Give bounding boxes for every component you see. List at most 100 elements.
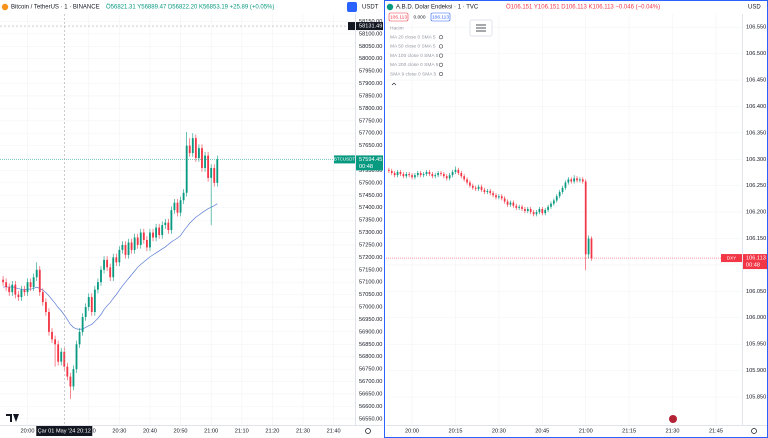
candle-body xyxy=(72,369,75,387)
candle-body xyxy=(35,269,38,278)
candle-body xyxy=(495,195,497,198)
y-tick-label: 105.900 xyxy=(746,368,766,374)
candle-body xyxy=(396,171,399,176)
candle-body xyxy=(130,242,133,250)
candle-body xyxy=(518,206,521,208)
candle-body xyxy=(188,145,191,154)
crosshair-add-button[interactable] xyxy=(348,22,355,31)
header-box xyxy=(388,12,409,22)
settings-icon[interactable] xyxy=(751,428,757,434)
y-tick-label: 58050.00 xyxy=(359,44,382,50)
candle-body xyxy=(431,174,434,177)
candle-body xyxy=(553,200,555,204)
candle-body xyxy=(60,351,63,362)
y-tick-label: 57500.00 xyxy=(359,180,382,186)
chart-button[interactable] xyxy=(347,2,357,12)
candle-body xyxy=(133,237,136,250)
candle-body xyxy=(185,145,188,193)
y-tick-label: 56900.00 xyxy=(359,329,382,335)
charts: 56550.00 56600.00 56650.00 56700.00 56750.00… xyxy=(0,14,768,436)
candle-body xyxy=(216,159,219,183)
collapse-icon[interactable] xyxy=(391,82,397,86)
y-tick-label: 56550.00 xyxy=(359,416,382,422)
header-box-label: 106.113 xyxy=(432,14,449,20)
y-tick-label: 106.350 xyxy=(746,130,766,136)
candle-body xyxy=(103,259,105,270)
header-box-label: 106.113 xyxy=(390,14,407,20)
symbol-icon xyxy=(1,3,9,11)
y-tick-label: 106.300 xyxy=(746,157,766,163)
candle-body xyxy=(149,232,151,248)
visibility-icon[interactable] xyxy=(438,62,444,67)
crosshair-price-box xyxy=(356,22,383,31)
candle-body xyxy=(66,366,69,377)
candle-body xyxy=(194,138,197,159)
visibility-icon[interactable] xyxy=(438,44,444,49)
candle-body xyxy=(106,259,109,268)
y-tick-label: 57650.00 xyxy=(359,143,382,149)
candle-body xyxy=(538,208,541,213)
y-tick-label: 57850.00 xyxy=(359,93,382,99)
x-tick-label: 21:15 xyxy=(622,428,636,434)
candle-body xyxy=(145,239,148,248)
symbol-title: Bitcoin / TetherUS · 1 · BINANCE xyxy=(11,5,100,11)
x-tick-label: 20:50 xyxy=(174,428,188,434)
symbol-title: A.B.D. Dolar Endeksi · 1 · TVC xyxy=(396,5,479,11)
y-tick-label: 57900.00 xyxy=(359,81,382,87)
y-tick-label: 56700.00 xyxy=(359,379,382,385)
y-tick-label: 106.250 xyxy=(746,183,766,189)
x-tick-label: 21:10 xyxy=(235,428,249,434)
candle-body xyxy=(506,201,509,205)
candle-body xyxy=(503,198,506,202)
y-tick-label: 57700.00 xyxy=(359,131,382,137)
candle-body xyxy=(477,186,480,189)
y-tick-label: 56600.00 xyxy=(359,404,382,410)
indicator-label: MA 200 close 0 SMA 5 xyxy=(390,62,439,68)
candle-body xyxy=(84,307,87,317)
ohlc-legend: Ö106.151 Y106.151 D106.113 K106.113 −0.0… xyxy=(506,4,660,11)
moving-average xyxy=(3,203,218,330)
candle-body xyxy=(121,244,124,250)
candle-body xyxy=(164,222,167,226)
symbol-label: DXY xyxy=(727,255,736,260)
candle-body xyxy=(541,208,544,214)
visibility-icon[interactable] xyxy=(438,71,444,77)
visibility-icon[interactable] xyxy=(438,35,444,40)
candle-body xyxy=(402,174,405,177)
candle-body xyxy=(399,171,402,175)
x-tick-label: 21:20 xyxy=(265,428,279,434)
candle-body xyxy=(489,190,492,194)
candle-body xyxy=(8,287,11,293)
candle-body xyxy=(97,282,99,290)
candle-body xyxy=(584,181,587,255)
candle-body xyxy=(414,175,416,178)
settings-icon[interactable] xyxy=(365,428,371,434)
candle-body xyxy=(93,289,96,313)
candle-body xyxy=(457,169,460,174)
candle-body xyxy=(573,178,575,182)
candle-body xyxy=(57,344,60,362)
visibility-icon[interactable] xyxy=(438,53,444,58)
y-tick-label: 57200.00 xyxy=(359,255,382,261)
y-tick-label: 58150.00 xyxy=(359,19,382,25)
candle-body xyxy=(544,209,547,214)
candle-body xyxy=(579,179,581,181)
y-tick-label: 105.850 xyxy=(746,394,766,400)
candle-body xyxy=(535,212,538,215)
candle-body xyxy=(492,193,494,196)
candle-body xyxy=(115,257,118,263)
candle-body xyxy=(524,208,526,212)
candle-body xyxy=(390,170,393,174)
candle-body xyxy=(139,232,142,245)
y-tick-label: 105.950 xyxy=(746,342,766,348)
header-boxes: 106.113 0.000 106.113 xyxy=(388,12,451,22)
indicator-label: MA 50 close 0 SMA 5 xyxy=(390,44,436,50)
candle-body xyxy=(393,173,396,176)
candle-body xyxy=(81,316,84,332)
x-tick-label: 20:30 xyxy=(112,428,126,434)
candle-body xyxy=(512,202,515,206)
candle-body xyxy=(152,232,154,238)
candle-body xyxy=(176,202,179,213)
